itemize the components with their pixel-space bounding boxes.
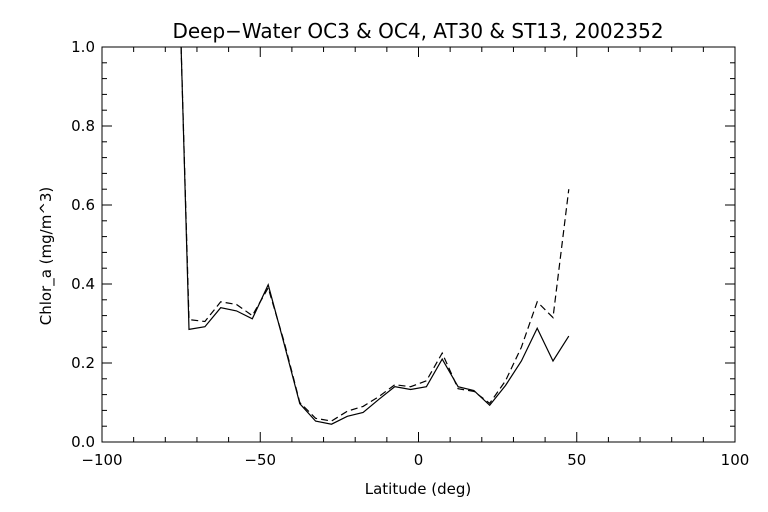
y-tick-label: 0.2: [71, 354, 95, 372]
x-tick-label: 50: [567, 451, 586, 469]
y-tick-label: 0.0: [71, 433, 95, 451]
series-line-solid: [180, 46, 570, 425]
series-lines: [180, 46, 570, 425]
y-axis-label: Chlor_a (mg/m^3): [37, 187, 56, 326]
x-tick-label: −50: [244, 451, 276, 469]
x-tick-label: 100: [721, 451, 750, 469]
chart-title: Deep−Water OC3 & OC4, AT30 & ST13, 20023…: [172, 19, 663, 43]
x-axis-label: Latitude (deg): [365, 480, 471, 498]
series-line-dashed: [180, 46, 570, 422]
y-tick-label: 0.8: [71, 117, 95, 135]
y-tick-label: 1.0: [71, 38, 95, 56]
axis-ticks: [101, 46, 736, 443]
y-tick-label: 0.6: [71, 196, 95, 214]
y-tick-label: 0.4: [71, 275, 95, 293]
tick-labels: −100 −50 0 50 100 0.0 0.2 0.4 0.6 0.8 1.0: [71, 38, 749, 469]
x-tick-label: 0: [414, 451, 424, 469]
plot-frame: [101, 46, 736, 443]
x-tick-label: −100: [81, 451, 122, 469]
